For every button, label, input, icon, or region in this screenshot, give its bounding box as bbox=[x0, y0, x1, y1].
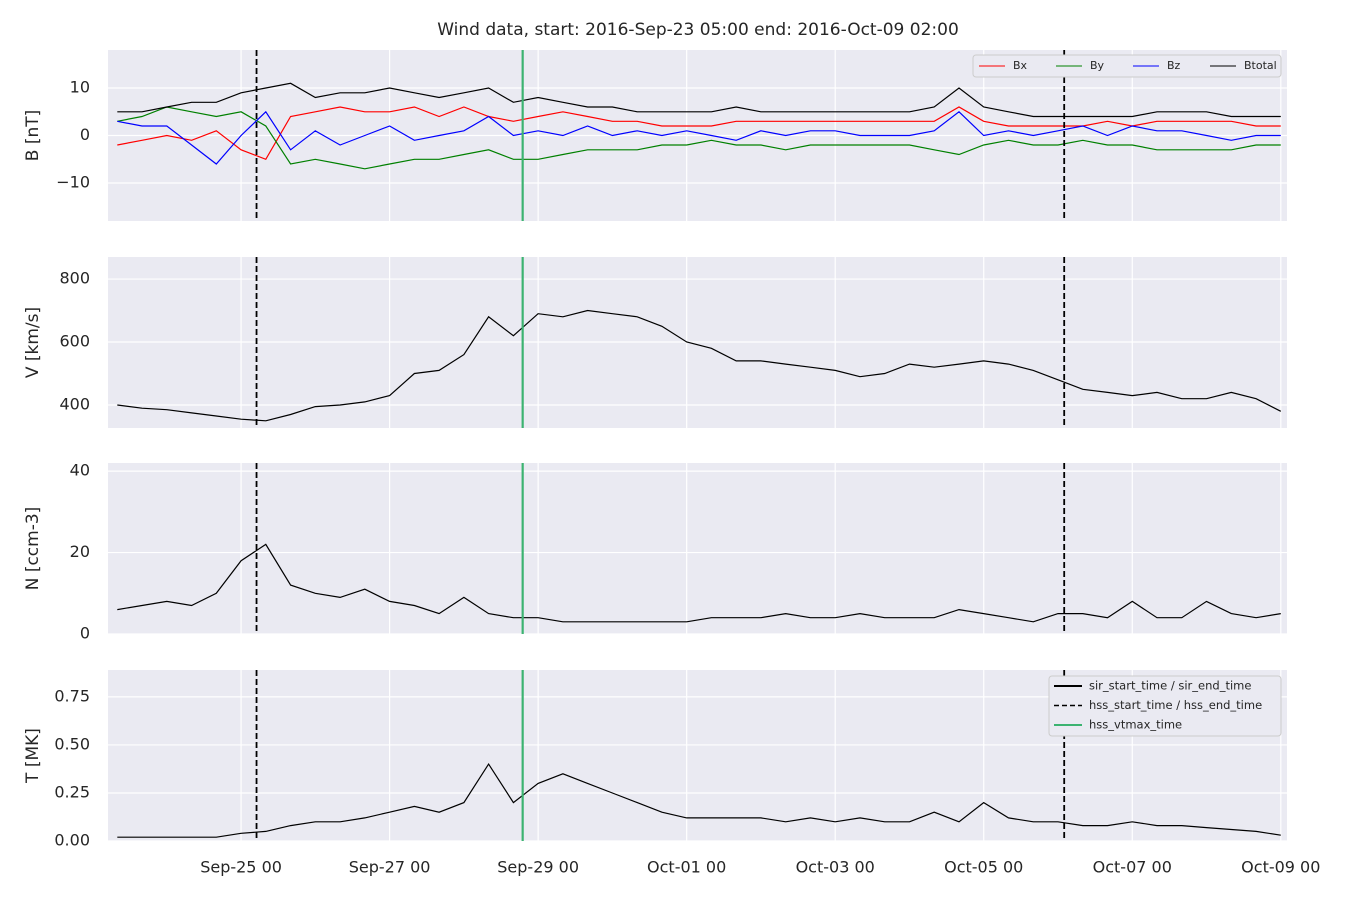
legend-label: sir_start_time / sir_end_time bbox=[1089, 679, 1251, 693]
y-axis-label: B [nT] bbox=[23, 110, 43, 162]
y-tick-label: 0 bbox=[80, 624, 90, 643]
x-tick-label: Oct-09 00 bbox=[1241, 858, 1320, 877]
y-tick-label: 10 bbox=[70, 78, 90, 97]
y-tick-label: 600 bbox=[59, 332, 90, 351]
data-line bbox=[117, 106, 1281, 170]
legend-label: Btotal bbox=[1244, 59, 1277, 72]
plot-background bbox=[108, 463, 1287, 634]
legend-label: Bx bbox=[1013, 59, 1028, 72]
data-line bbox=[117, 110, 1281, 165]
x-tick-label: Sep-25 00 bbox=[200, 858, 282, 877]
chart-title: Wind data, start: 2016-Sep-23 05:00 end:… bbox=[437, 20, 959, 40]
y-tick-label: 40 bbox=[70, 461, 90, 480]
x-tick-label: Oct-03 00 bbox=[796, 858, 875, 877]
y-axis-label: V [km/s] bbox=[23, 307, 43, 378]
y-tick-label: 0.50 bbox=[54, 734, 90, 753]
data-line bbox=[117, 762, 1281, 838]
x-tick-label: Sep-29 00 bbox=[497, 858, 579, 877]
data-line bbox=[117, 82, 1281, 118]
legend-label: hss_start_time / hss_end_time bbox=[1089, 698, 1262, 712]
legend-box bbox=[972, 54, 1282, 78]
y-tick-label: 800 bbox=[59, 269, 90, 288]
y-axis-label: N [ccm-3] bbox=[23, 507, 43, 591]
legend-label: hss_vtmax_time bbox=[1089, 718, 1182, 732]
data-line bbox=[117, 543, 1281, 623]
legend-box bbox=[1048, 675, 1282, 737]
x-tick-label: Sep-27 00 bbox=[349, 858, 431, 877]
data-line bbox=[117, 106, 1281, 161]
y-tick-label: 0.00 bbox=[54, 831, 90, 850]
y-tick-label: 0.25 bbox=[54, 782, 90, 801]
data-line bbox=[117, 309, 1282, 422]
y-tick-label: 0.75 bbox=[54, 686, 90, 705]
y-tick-label: 400 bbox=[59, 395, 90, 414]
legend-label: By bbox=[1090, 59, 1105, 72]
legend-label: Bz bbox=[1167, 59, 1181, 72]
y-axis-label: T [MK] bbox=[23, 728, 43, 784]
y-tick-label: −10 bbox=[56, 173, 90, 192]
x-tick-label: Oct-05 00 bbox=[944, 858, 1023, 877]
x-tick-label: Oct-07 00 bbox=[1093, 858, 1172, 877]
x-tick-label: Oct-01 00 bbox=[647, 858, 726, 877]
y-tick-label: 0 bbox=[80, 125, 90, 144]
y-tick-label: 20 bbox=[70, 542, 90, 561]
